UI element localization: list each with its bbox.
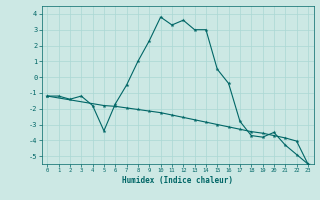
X-axis label: Humidex (Indice chaleur): Humidex (Indice chaleur) [122,176,233,185]
